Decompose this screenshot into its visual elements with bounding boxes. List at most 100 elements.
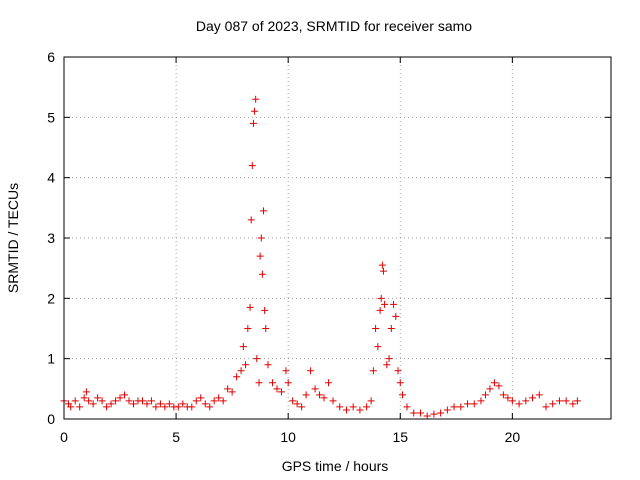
data-point bbox=[490, 379, 498, 387]
data-point bbox=[437, 409, 445, 417]
data-point bbox=[555, 397, 563, 405]
data-point bbox=[80, 394, 88, 402]
data-point bbox=[403, 403, 411, 411]
data-point bbox=[89, 400, 97, 408]
data-point bbox=[143, 400, 151, 408]
data-point bbox=[251, 107, 259, 115]
data-point bbox=[197, 394, 205, 402]
x-tick-label: 5 bbox=[172, 429, 180, 445]
data-point bbox=[255, 379, 263, 387]
data-point bbox=[98, 397, 106, 405]
data-point bbox=[233, 373, 241, 381]
y-axis-label: SRMTID / TECUs bbox=[5, 183, 21, 293]
data-point bbox=[470, 400, 478, 408]
data-point bbox=[396, 379, 404, 387]
data-point bbox=[481, 391, 489, 399]
data-point bbox=[311, 385, 319, 393]
data-point bbox=[256, 252, 264, 260]
data-point bbox=[219, 397, 227, 405]
y-tick-label: 2 bbox=[47, 290, 55, 306]
data-point bbox=[156, 400, 164, 408]
x-axis-label: GPS time / hours bbox=[282, 458, 389, 474]
data-point bbox=[248, 162, 256, 170]
data-point bbox=[129, 400, 137, 408]
x-tick-label: 10 bbox=[280, 429, 296, 445]
data-point bbox=[103, 403, 111, 411]
data-point bbox=[224, 385, 232, 393]
data-point bbox=[107, 400, 115, 408]
data-point bbox=[242, 361, 250, 369]
x-tick-label: 15 bbox=[392, 429, 408, 445]
data-point bbox=[112, 397, 120, 405]
data-point bbox=[239, 343, 247, 351]
data-point bbox=[573, 397, 581, 405]
data-point bbox=[387, 325, 395, 332]
data-point bbox=[399, 391, 407, 399]
data-point bbox=[289, 397, 297, 405]
data-point bbox=[522, 397, 530, 405]
data-point bbox=[349, 403, 357, 411]
data-point bbox=[535, 391, 543, 399]
data-point bbox=[165, 400, 173, 408]
data-point bbox=[302, 391, 310, 399]
y-tick-label: 4 bbox=[47, 170, 55, 186]
data-point bbox=[206, 403, 214, 411]
data-point bbox=[390, 300, 398, 308]
data-point bbox=[82, 388, 90, 396]
data-point bbox=[376, 306, 384, 314]
data-point bbox=[264, 361, 272, 369]
data-point bbox=[244, 325, 252, 332]
data-point bbox=[508, 397, 516, 405]
data-point bbox=[385, 355, 393, 363]
data-point bbox=[307, 367, 315, 375]
y-tick-label: 1 bbox=[47, 351, 55, 367]
data-point bbox=[121, 391, 129, 399]
data-point bbox=[569, 400, 577, 408]
data-point bbox=[316, 391, 324, 399]
data-point bbox=[249, 119, 257, 127]
data-point bbox=[201, 400, 209, 408]
data-point bbox=[367, 397, 375, 405]
x-tick-label: 20 bbox=[505, 429, 521, 445]
data-point bbox=[228, 388, 236, 396]
data-point bbox=[379, 267, 387, 275]
data-point bbox=[477, 397, 485, 405]
axis-ticks: 0 5 10 15 20 0 1 2 3 4 5 6 bbox=[47, 49, 611, 445]
data-point bbox=[383, 361, 391, 369]
data-point bbox=[542, 403, 550, 411]
data-point bbox=[562, 397, 570, 405]
data-point bbox=[336, 403, 344, 411]
data-point bbox=[372, 325, 380, 332]
data-point bbox=[152, 403, 160, 411]
data-point bbox=[284, 379, 292, 387]
data-point bbox=[76, 403, 84, 411]
data-point bbox=[499, 391, 507, 399]
data-point bbox=[188, 403, 196, 411]
data-point bbox=[252, 95, 260, 103]
chart-title: Day 087 of 2023, SRMTID for receiver sam… bbox=[196, 18, 472, 34]
y-tick-label: 0 bbox=[47, 411, 55, 427]
data-series bbox=[60, 95, 581, 420]
data-point bbox=[179, 400, 187, 408]
data-point bbox=[215, 394, 223, 402]
data-point bbox=[257, 234, 265, 242]
data-point bbox=[282, 367, 290, 375]
data-point bbox=[277, 388, 285, 396]
data-point bbox=[174, 403, 182, 411]
data-point bbox=[116, 394, 124, 402]
data-point bbox=[192, 397, 200, 405]
data-point bbox=[443, 406, 451, 414]
data-point bbox=[161, 403, 169, 411]
data-point bbox=[369, 367, 377, 375]
data-point bbox=[416, 409, 424, 417]
data-point bbox=[486, 385, 494, 393]
data-point bbox=[298, 403, 306, 411]
data-point bbox=[377, 294, 385, 302]
data-point bbox=[210, 397, 218, 405]
data-point bbox=[246, 303, 254, 311]
data-point bbox=[342, 406, 350, 414]
data-point bbox=[381, 300, 389, 308]
data-point bbox=[125, 397, 133, 405]
data-point bbox=[495, 382, 503, 390]
